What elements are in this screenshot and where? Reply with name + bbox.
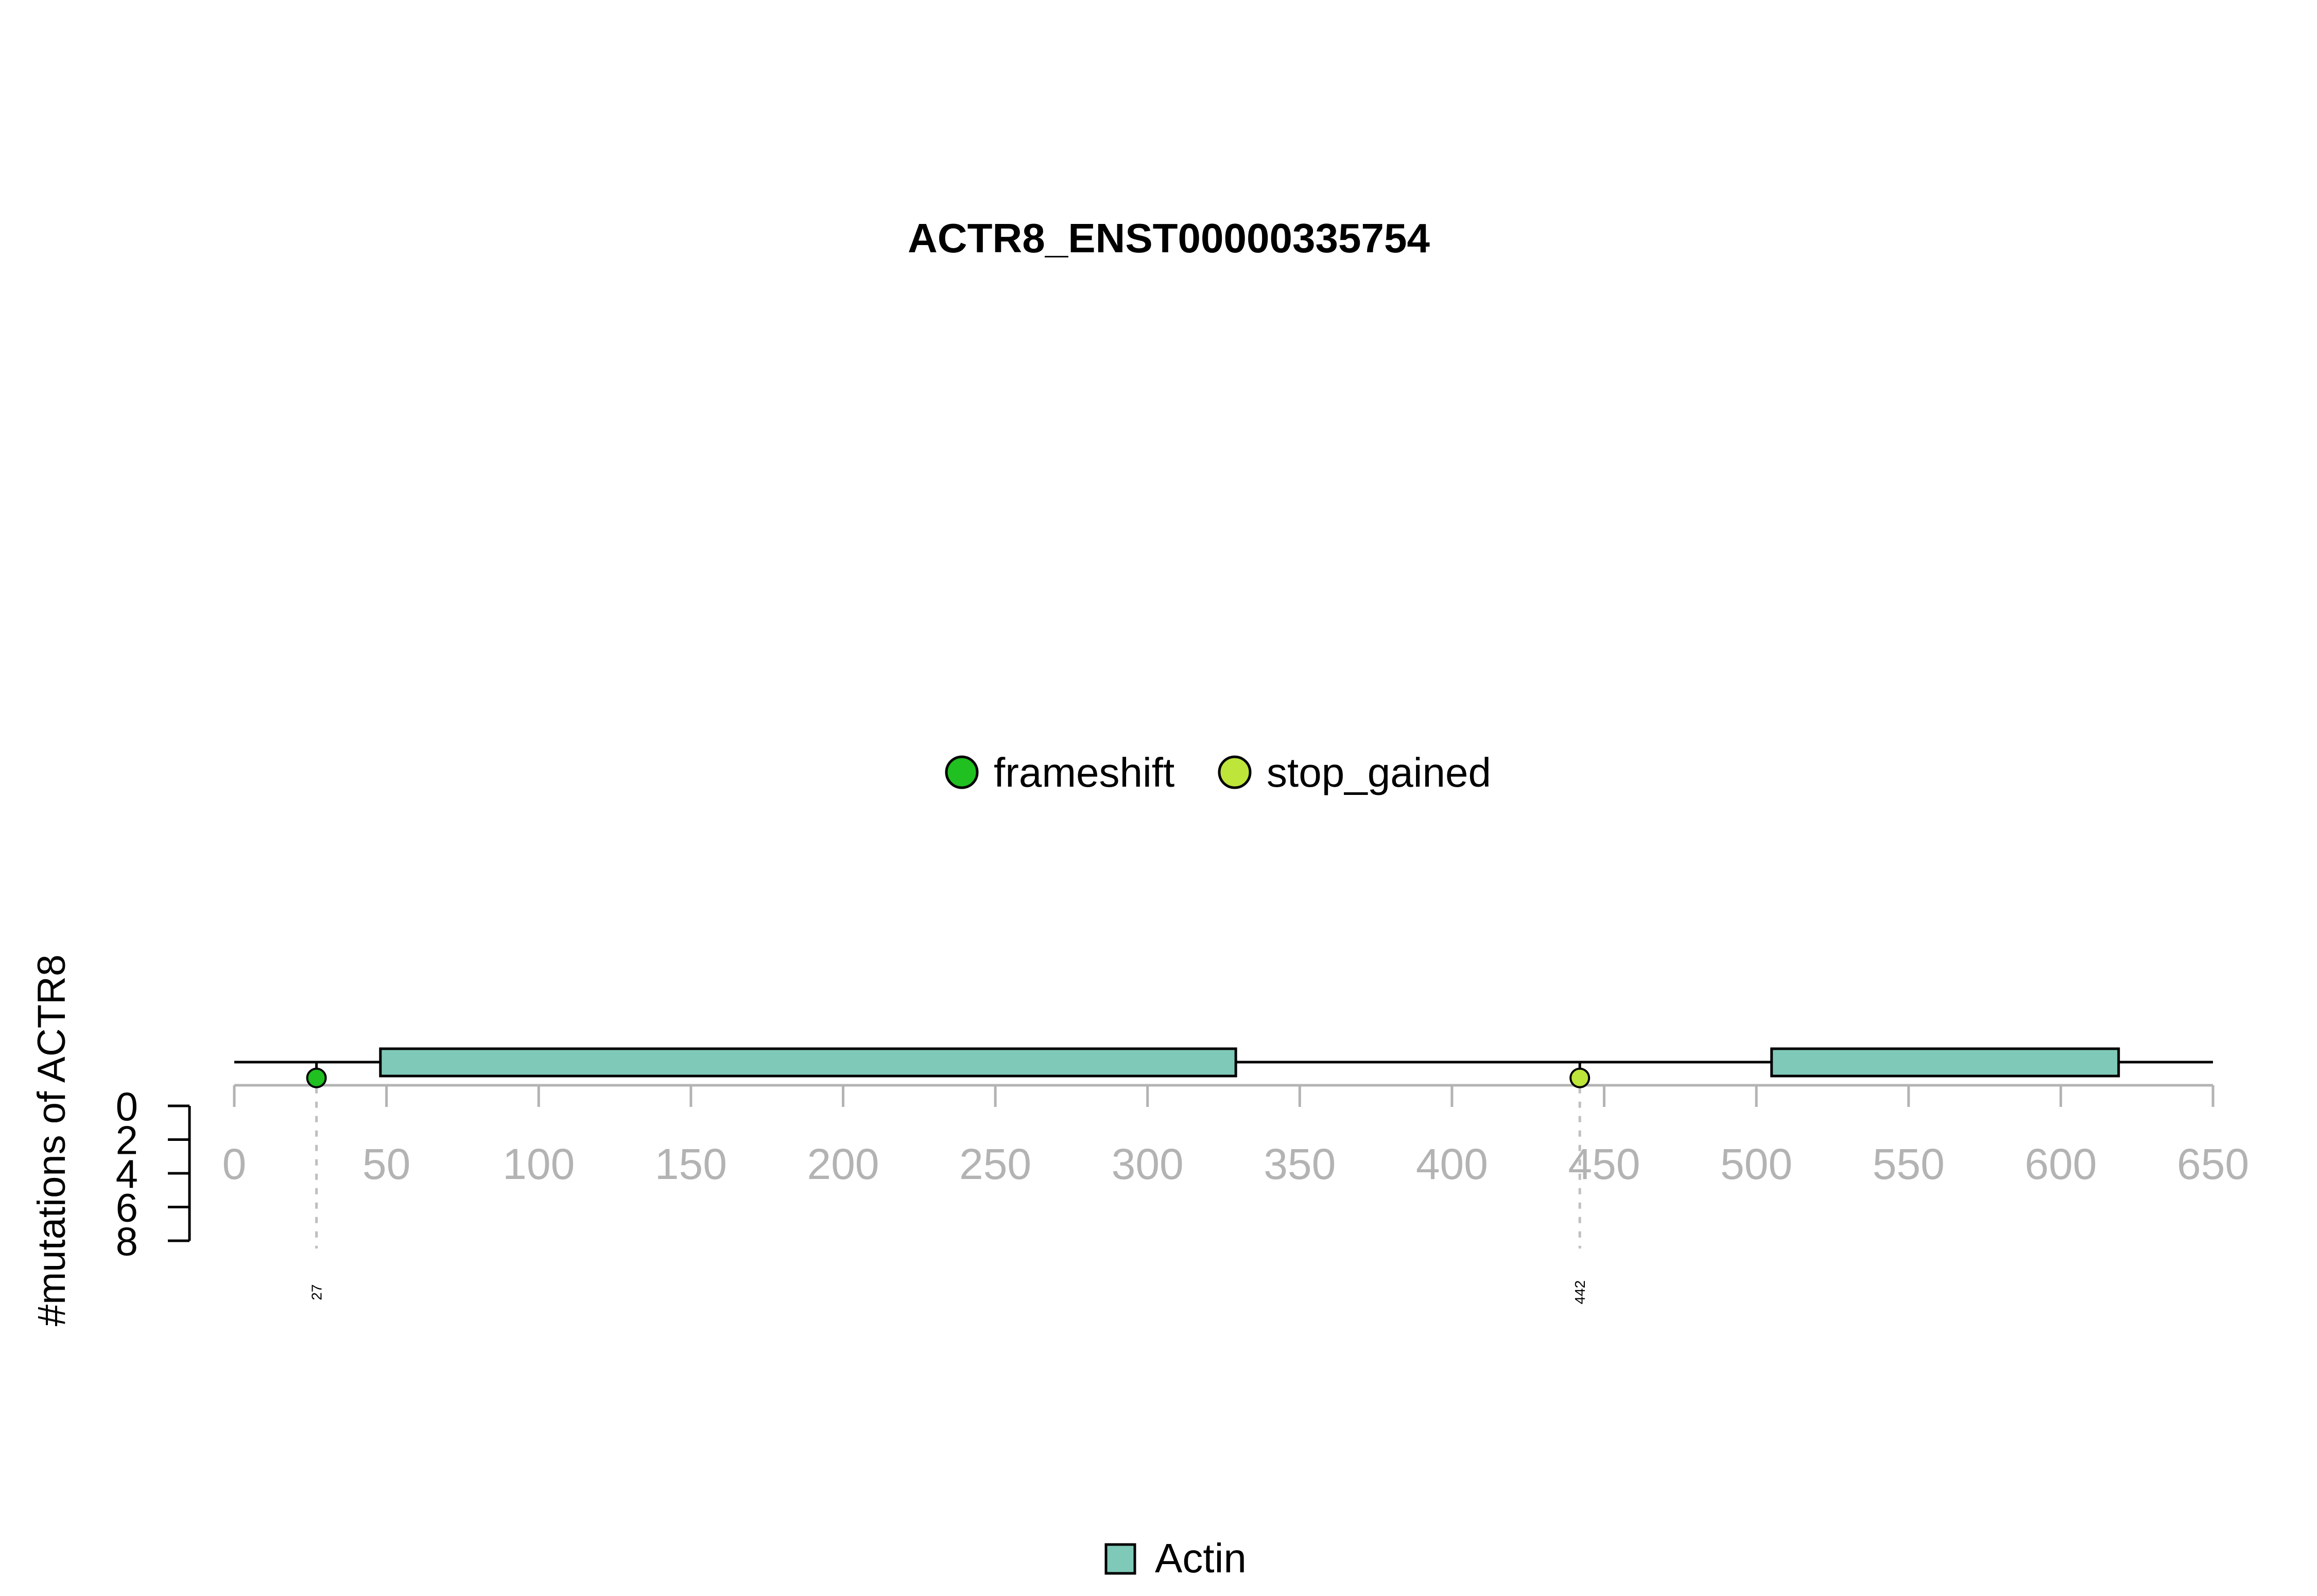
mutation-legend: frameshift stop_gained <box>945 750 1491 795</box>
legend-item-actin: Actin <box>1104 1535 1247 1581</box>
domain-box-actin-1 <box>379 1047 1237 1078</box>
x-tick-label-50: 50 <box>362 1140 410 1188</box>
x-tick-label-0: 0 <box>222 1140 247 1188</box>
mutation-point-442 <box>1569 1067 1590 1088</box>
x-tick-label-350: 350 <box>1264 1140 1336 1188</box>
domain-legend: Actin <box>1104 1535 1247 1581</box>
domain-boxes <box>379 1047 2120 1078</box>
y-tick-label-8: 8 <box>116 1219 138 1264</box>
x-tick-label-500: 500 <box>1720 1140 1792 1188</box>
y-tick-label-2: 2 <box>116 1118 138 1163</box>
x-tick-label-400: 400 <box>1416 1140 1488 1188</box>
y-tick-label-0: 0 <box>116 1084 138 1129</box>
x-tick-label-200: 200 <box>807 1140 879 1188</box>
frameshift-legend-label: frameshift <box>994 750 1174 795</box>
stop_gained-legend-label: stop_gained <box>1267 750 1491 795</box>
frameshift-legend-marker <box>945 755 979 789</box>
actin-legend-label: Actin <box>1155 1535 1247 1581</box>
y-tick-label-4: 4 <box>116 1151 138 1196</box>
legend-item-frameshift: frameshift <box>945 750 1174 795</box>
y-tick-label-6: 6 <box>116 1185 138 1230</box>
y-axis-label: #mutations of ACTR8 <box>30 955 74 1326</box>
stop_gained-legend-marker <box>1218 755 1252 789</box>
mutation-label-442: 442 <box>1572 1280 1588 1305</box>
x-tick-label-600: 600 <box>2025 1140 2097 1188</box>
actin-legend-swatch <box>1104 1543 1136 1575</box>
x-tick-label-650: 650 <box>2177 1140 2249 1188</box>
x-tick-label-100: 100 <box>503 1140 575 1188</box>
mutation-label-27: 27 <box>309 1284 325 1300</box>
domain-box-actin-2 <box>1770 1047 2120 1078</box>
x-tick-label-250: 250 <box>959 1140 1031 1188</box>
x-tick-label-300: 300 <box>1112 1140 1184 1188</box>
legend-item-stop_gained: stop_gained <box>1218 750 1491 795</box>
x-tick-label-150: 150 <box>655 1140 727 1188</box>
chart-title: ACTR8_ENST00000335754 <box>908 215 1430 261</box>
x-axis: 0 50 100 150 200 250 300 350 400 450 500 550 600 650 <box>222 1084 2249 1188</box>
mutation-lollipops: 27 442 <box>306 1062 1590 1305</box>
mutation-point-27 <box>306 1067 327 1088</box>
x-tick-label-550: 550 <box>1873 1140 1945 1188</box>
